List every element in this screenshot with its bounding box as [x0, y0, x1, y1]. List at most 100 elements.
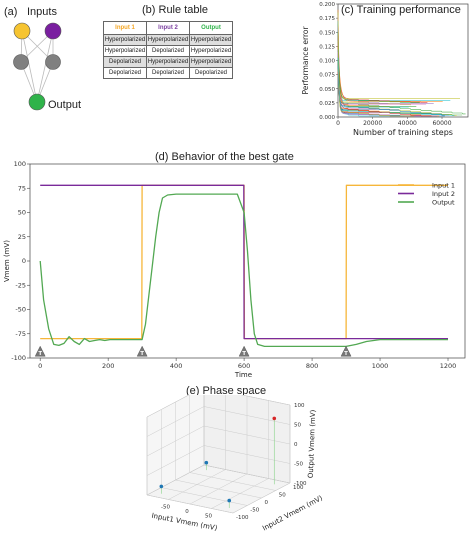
- y-tick-label: 0.100: [319, 59, 335, 65]
- grid-line: [175, 479, 262, 499]
- training-series-line: [337, 51, 427, 105]
- grid-line: [232, 482, 291, 514]
- network-diagram: [13, 22, 62, 111]
- table-row: Depolarized Hyperpolarized Hyperpolarize…: [103, 56, 233, 68]
- event-marker: T: [340, 345, 352, 357]
- y-axis-label: Input2 Vmem (mV): [261, 494, 324, 533]
- rule-cell: Hyperpolarized: [103, 34, 147, 46]
- y-tick-label: -25: [15, 281, 26, 289]
- x-tick-label: 1200: [440, 362, 457, 370]
- rule-cell: Hyperpolarized: [189, 56, 233, 68]
- z-tick-label: -100: [294, 481, 307, 487]
- grid-line: [203, 464, 291, 484]
- training-series-line: [337, 12, 415, 117]
- x-tick-label: 600: [238, 362, 250, 370]
- legend-label: Input 1: [432, 182, 455, 190]
- training-series-line: [337, 60, 466, 115]
- training-chart: 0.000 0.025 0.050 0.075 0.100 0.125 0.150 0.175…: [301, 2, 469, 137]
- legend-label: Output: [432, 199, 455, 207]
- training-series-line: [337, 35, 382, 113]
- training-series-line: [337, 40, 460, 99]
- x-tick-label: 0: [336, 120, 340, 127]
- y-tick-label: 0.050: [319, 87, 335, 93]
- y-tick-label: -100: [11, 354, 26, 362]
- training-series-line: [337, 9, 394, 108]
- z-axis-label: Output Vmem (mV): [307, 409, 317, 478]
- rule-cell: Hyperpolarized: [146, 34, 190, 46]
- series-line-input-2: [40, 184, 448, 340]
- grid-line: [203, 406, 291, 425]
- x-axis-label: Time: [234, 371, 252, 379]
- rule-cell: Depolarized: [103, 67, 147, 79]
- event-marker: T: [34, 345, 46, 357]
- rule-cell: Hyperpolarized: [189, 45, 233, 57]
- event-marker-label: T: [242, 351, 246, 357]
- phase-point: [204, 460, 209, 465]
- y-tick-label: 0: [22, 257, 26, 265]
- grid-line: [146, 406, 205, 437]
- training-series-line: [337, 32, 420, 103]
- phase-point: [227, 498, 232, 503]
- z-tick-label: -50: [294, 462, 303, 468]
- y-tick-label: -100: [236, 515, 249, 521]
- x-tick-label: 40000: [398, 120, 417, 127]
- table-row: Depolarized Depolarized Depolarized: [103, 67, 233, 79]
- z-tick-label: 0: [294, 442, 298, 448]
- grid-line: [203, 425, 291, 445]
- rule-cell: Depolarized: [146, 45, 190, 57]
- panel-e-label: (e) Phase space: [186, 385, 267, 397]
- training-series-line: [337, 54, 388, 104]
- training-series-line: [337, 46, 443, 102]
- y-tick-label: 0.025: [319, 101, 335, 107]
- table-row: Hyperpolarized Hyperpolarized Hyperpolar…: [103, 34, 233, 46]
- y-tick-label: 0.150: [319, 30, 335, 36]
- event-marker-label: T: [38, 351, 42, 357]
- training-series-line: [337, 12, 451, 101]
- grid-line: [241, 395, 291, 406]
- training-series-line: [337, 63, 428, 103]
- grid-line: [189, 472, 276, 491]
- series-line-output: [39, 193, 448, 348]
- rule-header-input2: Input 2: [146, 21, 190, 35]
- training-series-line: [337, 71, 432, 117]
- event-marker-shape: [340, 345, 352, 357]
- event-marker-label: T: [344, 351, 348, 357]
- event-marker-label: T: [140, 351, 144, 357]
- x-tick-label: 20000: [363, 120, 382, 127]
- panel-c-label: (c) Training performance: [341, 4, 461, 16]
- phase-point: [159, 484, 164, 489]
- output-node: [28, 93, 46, 111]
- grid-line: [211, 478, 269, 509]
- x-tick-label: 800: [306, 362, 318, 370]
- event-marker-shape: [34, 345, 46, 357]
- x-tick-label: 400: [170, 362, 182, 370]
- y-tick-label: 100: [14, 160, 26, 168]
- y-axis-label: Performance error: [301, 26, 310, 95]
- panel-d-label: (d) Behavior of the best gate: [155, 151, 294, 163]
- hidden-node-1: [13, 54, 29, 70]
- rule-cell: Depolarized: [146, 67, 190, 79]
- phase-point: [272, 416, 277, 421]
- y-tick-label: 0.125: [319, 44, 335, 50]
- rule-header-output: Output: [189, 21, 233, 35]
- x-tick-label: 50: [205, 514, 212, 520]
- event-marker-shape: [238, 345, 250, 357]
- rule-cell: Hyperpolarized: [146, 56, 190, 68]
- x-tick-label: -50: [161, 505, 170, 511]
- y-tick-label: 0: [265, 500, 269, 506]
- grid-line: [146, 425, 205, 457]
- event-marker: T: [238, 345, 250, 357]
- z-tick-label: 50: [294, 423, 301, 429]
- input2-node: [44, 22, 62, 40]
- rule-cell: Hyperpolarized: [189, 34, 233, 46]
- y-tick-label: 50: [279, 493, 286, 499]
- x-axis-label: Number of training steps: [353, 128, 453, 137]
- y-tick-label: -75: [15, 330, 26, 338]
- legend-label: Input 2: [432, 190, 455, 198]
- y-tick-label: -50: [15, 306, 26, 314]
- y-tick-label: 0.000: [319, 115, 335, 121]
- z-tick-label: 100: [294, 403, 305, 409]
- y-tick-label: -50: [250, 508, 259, 514]
- training-series-line: [337, 32, 457, 116]
